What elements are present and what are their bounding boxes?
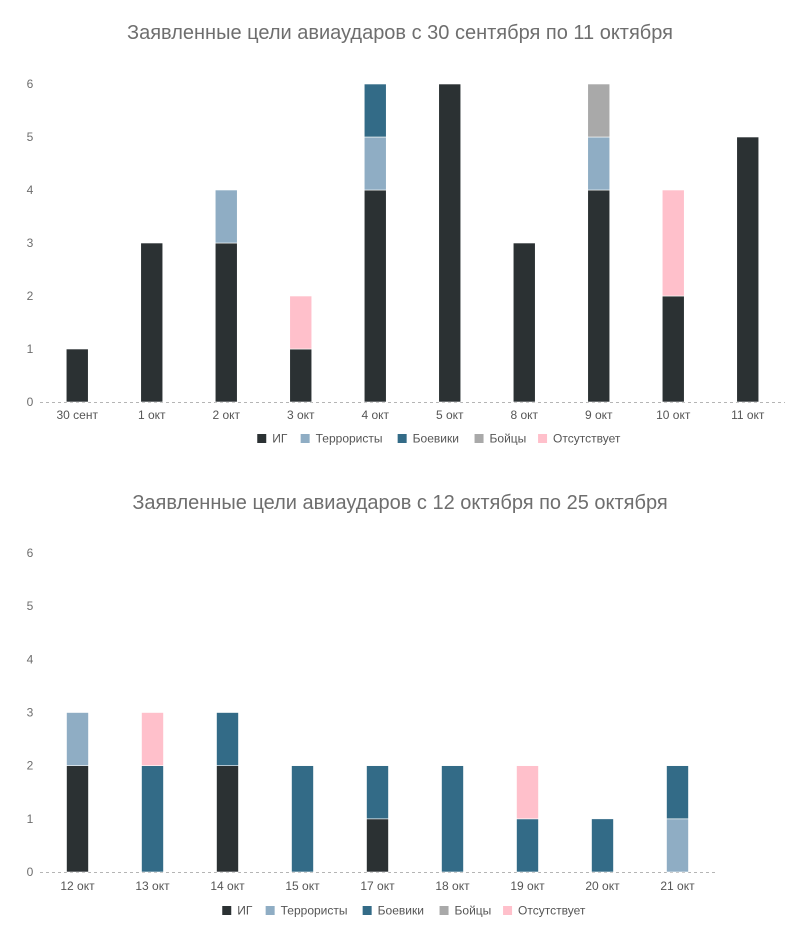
bar-segment — [666, 818, 689, 873]
legend-label: Боевики — [413, 432, 459, 446]
bar-segment — [289, 348, 313, 403]
x-tick-label: 10 окт — [656, 408, 691, 422]
legend-label: ИГ — [272, 432, 288, 446]
chart-title: Заявленные цели авиаударов с 30 сентября… — [127, 22, 673, 44]
x-tick-label: 5 окт — [436, 408, 464, 422]
bar-segment — [141, 765, 164, 873]
x-tick-label: 3 окт — [287, 408, 315, 422]
x-tick-label: 8 окт — [510, 408, 538, 422]
y-tick-label: 2 — [27, 759, 34, 773]
bar-segment — [366, 765, 389, 820]
legend-label: ИГ — [237, 904, 253, 918]
bar-segment — [363, 83, 387, 138]
x-tick-label: 30 сент — [57, 408, 99, 422]
legend-swatch — [538, 434, 548, 443]
legend-swatch — [474, 434, 484, 443]
bar-segment — [591, 818, 614, 873]
legend-swatch — [362, 906, 372, 915]
y-tick-label: 0 — [27, 395, 34, 409]
bar-segment — [141, 712, 164, 766]
bar-segment — [512, 242, 536, 403]
legend-label: Террористы — [281, 904, 348, 918]
bar-segment — [666, 765, 689, 820]
x-tick-label: 13 окт — [135, 879, 170, 893]
y-tick-label: 1 — [27, 812, 34, 826]
x-tick-label: 19 окт — [510, 879, 545, 893]
bar-segment — [216, 712, 239, 766]
legend-label: Бойцы — [490, 432, 527, 446]
y-tick-label: 6 — [27, 77, 34, 91]
bar-segment — [661, 189, 685, 297]
legend-swatch — [222, 906, 232, 915]
legend-label: Террористы — [316, 432, 383, 446]
legend-label: Отсутствует — [553, 432, 621, 446]
legend-swatch — [257, 434, 267, 443]
y-tick-label: 4 — [27, 652, 34, 666]
bar-segment — [65, 348, 89, 403]
legend-swatch — [439, 906, 449, 915]
y-tick-label: 6 — [27, 546, 34, 560]
x-tick-label: 11 окт — [731, 408, 765, 422]
x-tick-label: 12 окт — [60, 879, 95, 893]
legend-label: Боевики — [378, 904, 424, 918]
y-tick-label: 3 — [27, 236, 34, 250]
bar-segment — [214, 242, 238, 403]
bar-segment — [66, 765, 89, 873]
x-tick-label: 18 окт — [435, 879, 470, 893]
chart-top: Заявленные цели авиаударов с 30 сентября… — [27, 22, 785, 446]
bar-segment — [516, 765, 539, 820]
x-tick-label: 20 окт — [585, 879, 620, 893]
legend-swatch — [300, 434, 310, 443]
x-tick-label: 21 окт — [660, 879, 695, 893]
x-tick-label: 9 окт — [585, 408, 613, 422]
y-tick-label: 0 — [27, 865, 34, 879]
y-tick-label: 1 — [27, 342, 34, 356]
bar-segment — [140, 242, 164, 403]
bar-segment — [587, 136, 611, 191]
bar-segment — [736, 136, 760, 403]
chart-title: Заявленные цели авиаударов с 12 октября … — [132, 492, 667, 514]
bar-segment — [66, 712, 89, 766]
bar-segment — [363, 136, 387, 191]
x-tick-label: 14 окт — [210, 879, 245, 893]
bar-segment — [291, 765, 314, 873]
y-tick-label: 3 — [27, 706, 34, 720]
x-tick-label: 4 окт — [361, 408, 389, 422]
bar-segment — [516, 818, 539, 873]
legend-swatch — [397, 434, 407, 443]
y-tick-label: 2 — [27, 289, 34, 303]
x-tick-label: 15 окт — [285, 879, 320, 893]
bar-segment — [216, 765, 239, 873]
y-tick-label: 5 — [27, 130, 34, 144]
bar-segment — [441, 765, 464, 873]
bar-segment — [587, 189, 611, 403]
chart-bottom: Заявленные цели авиаударов с 12 октября … — [27, 492, 715, 918]
legend-swatch — [503, 906, 513, 915]
bar-segment — [363, 189, 387, 403]
x-tick-label: 1 окт — [138, 408, 166, 422]
bar-segment — [587, 83, 611, 138]
y-tick-label: 4 — [27, 183, 34, 197]
bar-segment — [214, 189, 238, 244]
bar-segment — [661, 295, 685, 403]
bar-segment — [366, 818, 389, 873]
bar-segment — [289, 295, 313, 350]
y-tick-label: 5 — [27, 599, 34, 613]
bar-segment — [438, 83, 462, 403]
x-tick-label: 2 окт — [212, 408, 240, 422]
x-tick-label: 17 окт — [360, 879, 395, 893]
legend-label: Отсутствует — [518, 904, 586, 918]
legend-swatch — [265, 906, 275, 915]
legend-label: Бойцы — [455, 904, 492, 918]
